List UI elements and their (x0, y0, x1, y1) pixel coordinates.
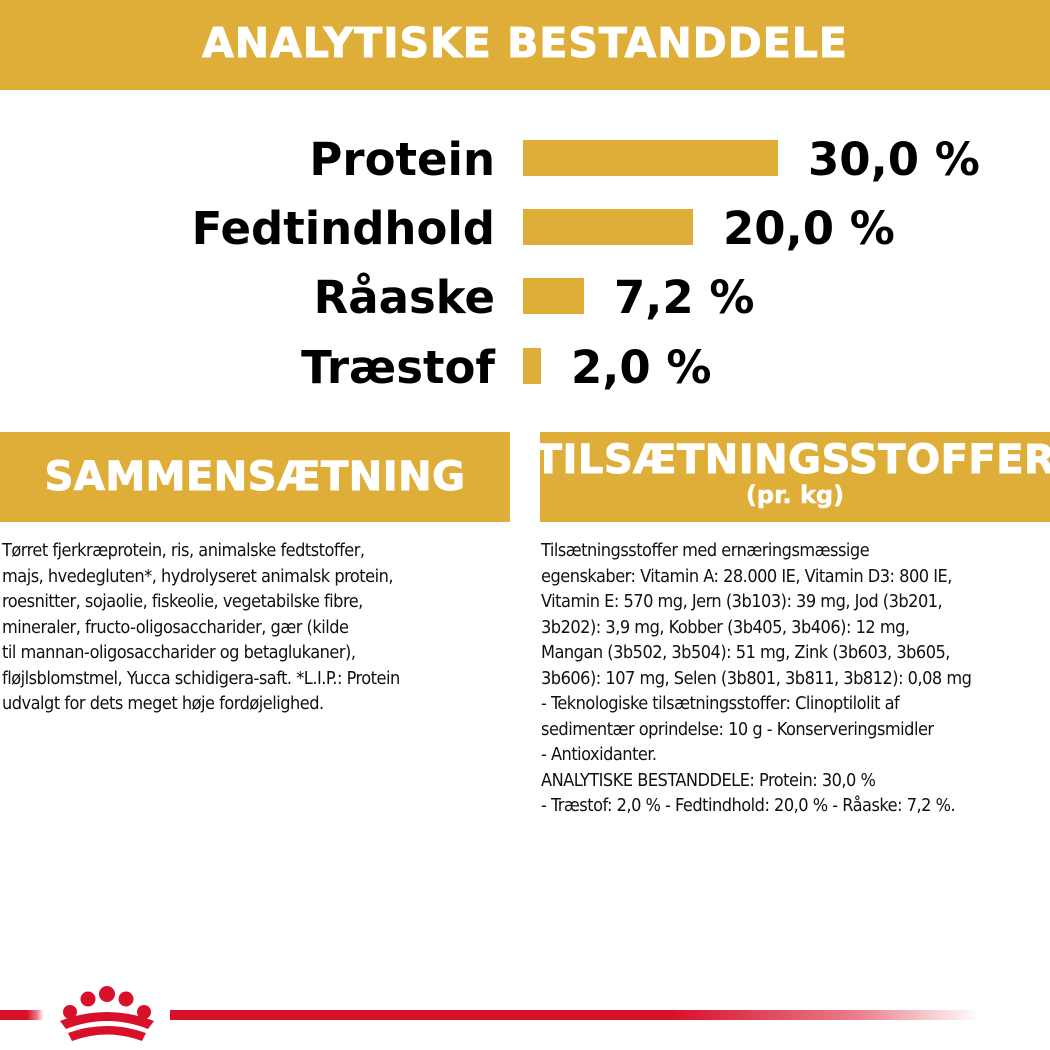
additives-banner: TILSÆTNINGSSTOFFER (pr. kg) (534, 432, 1050, 522)
analysis-value: 30,0 % (808, 133, 980, 186)
composition-text: Tørret fjerkræprotein, ris, animalske fe… (2, 540, 400, 714)
analysis-bar (523, 278, 584, 314)
additives-subtitle: (pr. kg) (745, 481, 845, 509)
page-title: ANALYTISKE BESTANDDELE (202, 19, 848, 68)
analysis-row-raaske: Råaske 7,2 % (0, 268, 1050, 328)
analysis-label: Fedtindhold (191, 202, 495, 255)
analysis-bar (523, 348, 541, 384)
analysis-label: Protein (309, 133, 495, 186)
analysis-row-traestof: Træstof 2,0 % (0, 338, 1050, 398)
analysis-value: 7,2 % (614, 271, 755, 324)
footer-line-left (0, 1010, 45, 1020)
header-banner: ANALYTISKE BESTANDDELE (0, 0, 1050, 90)
additives-title: TILSÆTNINGSSTOFFER (534, 437, 1050, 483)
footer-line-right (170, 1010, 1005, 1020)
analysis-label: Træstof (301, 341, 495, 394)
additives-text: Tilsætningsstoffer med ernæringsmæssige … (541, 540, 972, 816)
analysis-row-fedtindhold: Fedtindhold 20,0 % (0, 199, 1050, 259)
analysis-label: Råaske (313, 271, 495, 324)
composition-banner: SAMMENSÆTNING (0, 432, 510, 522)
analysis-value: 20,0 % (723, 202, 895, 255)
royal-canin-crown-icon (60, 986, 154, 1041)
analysis-bar (523, 209, 693, 245)
analysis-value: 2,0 % (571, 341, 712, 394)
composition-title: SAMMENSÆTNING (44, 454, 466, 500)
analysis-bar (523, 140, 778, 176)
analysis-row-protein: Protein 30,0 % (0, 130, 1050, 190)
